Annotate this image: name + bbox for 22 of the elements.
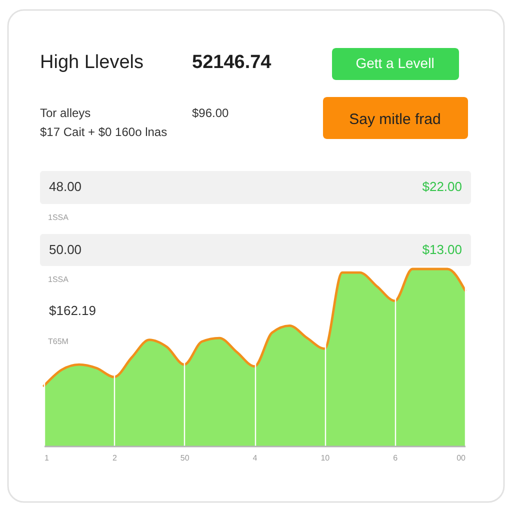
text: Gett a Levell: [356, 55, 434, 71]
annotation: 1SSA: [48, 275, 70, 284]
text: $17 Cait + $0 160o lnas: [40, 125, 168, 139]
text: 50.00: [49, 242, 82, 257]
x-tick-label: 6: [393, 454, 398, 462]
text: Tor alleys: [40, 106, 91, 120]
text: Say mitle frad: [349, 111, 441, 128]
text: $22.00: [422, 179, 462, 194]
chart-title: High Llevels: [40, 52, 144, 73]
x-tick-label: 50: [180, 454, 190, 462]
x-tick-label: 10: [320, 454, 330, 462]
text: $13.00: [422, 242, 462, 257]
x-tick-label: 2: [112, 454, 118, 462]
text: 48.00: [49, 179, 82, 194]
annotation: T65M: [48, 337, 69, 346]
annotation: $162.19: [49, 303, 96, 318]
text: 1SSA: [48, 213, 70, 222]
x-tick-label: 00: [456, 454, 466, 462]
x-tick-label: 4: [252, 454, 258, 462]
text: $96.00: [192, 106, 230, 120]
text: 52146.74: [192, 52, 272, 73]
x-tick-label: 1: [44, 454, 50, 462]
